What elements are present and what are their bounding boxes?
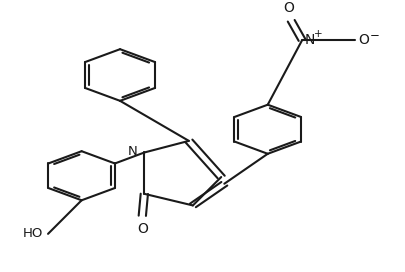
Text: N: N [127, 145, 137, 158]
Text: +: + [313, 29, 321, 39]
Text: N: N [303, 33, 314, 47]
Text: O: O [283, 1, 294, 15]
Text: HO: HO [23, 227, 43, 240]
Text: O: O [136, 222, 147, 236]
Text: O: O [357, 33, 368, 47]
Text: −: − [369, 29, 378, 42]
